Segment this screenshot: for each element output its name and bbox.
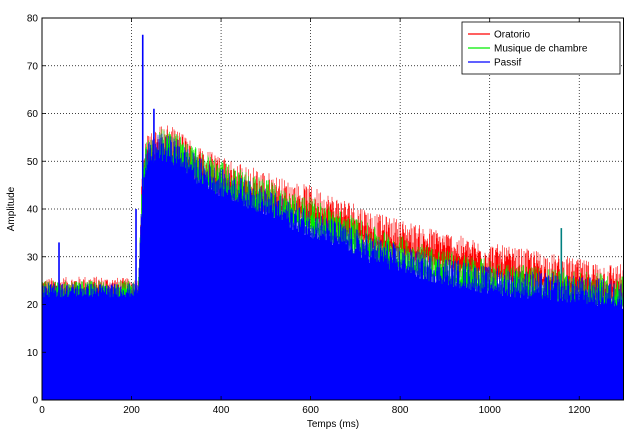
y-tick-label: 80 xyxy=(27,14,39,25)
x-tick-label: 200 xyxy=(123,405,140,416)
y-tick-label: 20 xyxy=(27,300,39,311)
axis-ticks: 0 200 400 600 800 1000 1200 0 10 20 30 40 50 60 70 80 xyxy=(27,14,591,417)
y-tick-label: 10 xyxy=(27,348,39,359)
y-tick-label: 30 xyxy=(27,252,39,263)
y-tick-label: 40 xyxy=(27,205,39,216)
x-tick-label: 1000 xyxy=(479,405,502,416)
legend: Oratorio Musique de chambre Passif xyxy=(461,21,621,75)
x-tick-label: 800 xyxy=(392,405,409,416)
x-tick-label: 1200 xyxy=(568,405,591,416)
y-tick-label: 0 xyxy=(32,396,38,407)
legend-label-passif: Passif xyxy=(494,58,521,69)
x-tick-label: 0 xyxy=(39,405,45,416)
legend-entry-musique-de-chambre: Musique de chambre xyxy=(468,44,588,55)
y-tick-label: 60 xyxy=(27,109,39,120)
legend-entry-oratorio: Oratorio xyxy=(468,30,531,41)
x-tick-label: 600 xyxy=(302,405,319,416)
data-traces xyxy=(42,125,624,400)
y-axis-label: Amplitude xyxy=(6,186,17,231)
x-axis-label: Temps (ms) xyxy=(307,419,359,430)
data-marks xyxy=(58,34,563,305)
y-tick-label: 50 xyxy=(27,157,39,168)
x-tick-label: 400 xyxy=(213,405,230,416)
y-tick-label: 70 xyxy=(27,61,39,72)
legend-label-musique-de-chambre: Musique de chambre xyxy=(494,44,588,55)
legend-entry-passif: Passif xyxy=(468,58,521,69)
legend-label-oratorio: Oratorio xyxy=(494,30,531,41)
